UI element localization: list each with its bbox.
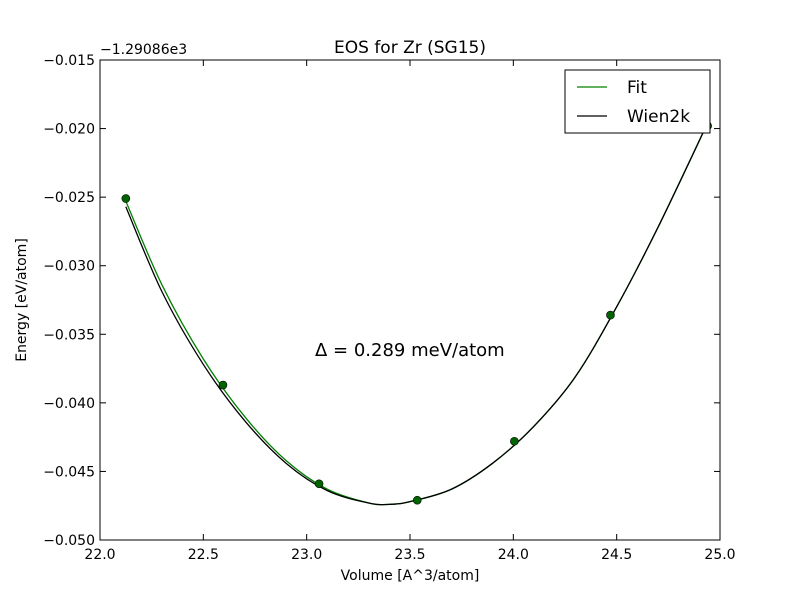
data-point <box>314 479 324 489</box>
y-tick-label: −0.020 <box>43 122 95 138</box>
legend-box <box>564 69 711 134</box>
y-axis-label: Energy [eV/atom] <box>14 238 30 362</box>
y-tick-label: −0.040 <box>43 396 95 412</box>
data-point <box>606 310 615 320</box>
delta-annotation: Δ = 0.289 meV/atom <box>315 340 505 361</box>
x-tick-label: 22.0 <box>84 547 115 563</box>
legend-label-fit: Fit <box>627 78 647 98</box>
x-tick-label: 24.5 <box>601 547 632 563</box>
y-tick-label: −0.045 <box>43 464 95 480</box>
chart-title: EOS for Zr (SG15) <box>334 38 486 58</box>
x-tick-label: 24.0 <box>498 547 529 563</box>
data-point <box>218 380 228 390</box>
y-tick-label: −0.025 <box>43 190 95 206</box>
plot-area: 22.0 22.5 23.0 23.5 24.0 24.5 25.0 −0.015 −0.020… <box>43 53 735 563</box>
x-tick-label: 23.0 <box>291 547 322 563</box>
plot-frame <box>99 59 721 541</box>
data-point <box>510 436 519 446</box>
x-tick-label: 22.5 <box>188 547 219 563</box>
data-point <box>412 495 422 505</box>
y-offset-label: −1.29086e3 <box>100 42 187 58</box>
x-tick-label: 23.5 <box>394 547 425 563</box>
y-tick-label: −0.050 <box>43 533 95 549</box>
y-tick-label: −0.030 <box>43 259 95 275</box>
x-tick-label: 25.0 <box>704 547 735 563</box>
data-point <box>121 194 131 203</box>
legend-label-wien2k: Wien2k <box>627 107 690 127</box>
x-axis-label: Volume [A^3/atom] <box>341 568 480 584</box>
y-tick-label: −0.035 <box>43 327 95 343</box>
y-tick-label: −0.015 <box>43 53 95 69</box>
legend: Fit Wien2k <box>564 69 711 134</box>
